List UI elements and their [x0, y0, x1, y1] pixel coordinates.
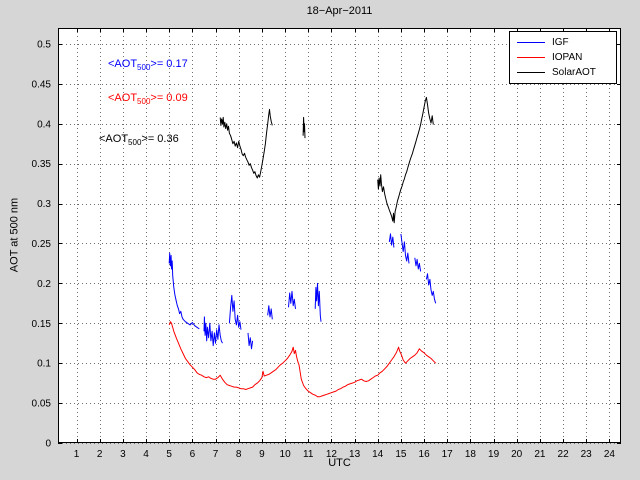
series-iopan-line [168, 321, 437, 398]
y-tick-label: 0.15 [32, 319, 52, 330]
x-tick-label: 11 [303, 449, 314, 460]
series-igf-line [414, 257, 422, 272]
legend-label: IOPAN [552, 52, 583, 63]
series-igf-line [288, 290, 296, 309]
x-tick-label: 17 [442, 449, 454, 460]
x-tick-label: 18 [465, 449, 477, 460]
x-tick-label: 8 [236, 449, 242, 460]
annotation-solaraot-mean: <AOT500>= 0.36 [99, 133, 179, 147]
x-tick-label: 16 [419, 449, 431, 460]
series-igf-line [203, 316, 223, 347]
annotation-text: <AOT [108, 58, 138, 70]
annotation-iopan-mean: <AOT500>= 0.09 [108, 92, 188, 106]
annotation-igf-mean: <AOT500>= 0.17 [108, 58, 188, 72]
y-tick-label: 0.4 [37, 119, 51, 130]
x-tick-label: 6 [190, 449, 196, 460]
chart-title: 18−Apr−2011 [306, 5, 373, 17]
y-tick-label: 0.2 [37, 279, 51, 290]
x-tick-label: 24 [604, 449, 616, 460]
tick-marks [58, 28, 621, 444]
plot-background [58, 28, 621, 443]
x-tick-label: 14 [372, 449, 384, 460]
series-igf-line [400, 233, 410, 264]
legend-label: SolarAOT [552, 67, 596, 78]
axes-box [58, 28, 621, 443]
x-tick-label: 7 [213, 449, 219, 460]
x-tick-label: 19 [488, 449, 500, 460]
legend-label: IGF [552, 37, 569, 48]
legend-entry-igf: IGF [510, 35, 616, 50]
annotation-text: >= 0.17 [150, 58, 188, 70]
annotation-text: >= 0.36 [141, 133, 179, 145]
legend-entry-iopan: IOPAN [510, 50, 616, 65]
x-tick-label: 15 [395, 449, 407, 460]
x-tick-label: 21 [534, 449, 546, 460]
x-tick-label: 2 [97, 449, 103, 460]
x-tick-label: 23 [581, 449, 593, 460]
legend: IGF IOPAN SolarAOT [509, 31, 617, 84]
annotation-subscript: 500 [137, 63, 151, 73]
x-tick-label: 4 [143, 449, 149, 460]
solaraot-line-sample [517, 72, 545, 73]
annotation-subscript: 500 [137, 97, 151, 107]
series-igf-line [314, 282, 322, 322]
series-solaraot-line [302, 116, 306, 139]
x-axis-label: UTC [328, 457, 351, 469]
y-tick-label: 0.35 [32, 159, 52, 170]
annotation-text: <AOT [108, 92, 138, 104]
annotation-text: >= 0.09 [150, 92, 188, 104]
y-tick-label: 0.05 [32, 399, 52, 410]
x-tick-label: 1 [74, 449, 80, 460]
y-tick-label: 0.45 [32, 79, 52, 90]
legend-entry-solaraot: SolarAOT [510, 65, 616, 80]
x-tick-label: 3 [120, 449, 126, 460]
series-solaraot-line [219, 108, 273, 179]
y-tick-label: 0.3 [37, 199, 51, 210]
x-tick-label: 12 [326, 449, 338, 460]
y-tick-label: 0.1 [37, 359, 51, 370]
x-tick-label: 20 [511, 449, 523, 460]
series-igf-line [168, 252, 200, 330]
y-tick-label: 0 [45, 439, 51, 450]
x-tick-label: 22 [558, 449, 570, 460]
igf-line-sample [517, 42, 545, 43]
x-tick-label: 9 [259, 449, 265, 460]
x-tick-label: 10 [280, 449, 292, 460]
series-igf-line [228, 294, 242, 330]
annotation-text: <AOT [99, 133, 129, 145]
annotation-subscript: 500 [128, 138, 142, 148]
iopan-line-sample [517, 57, 545, 58]
series-igf-line [425, 273, 437, 304]
x-tick-label: 5 [166, 449, 172, 460]
y-tick-label: 0.5 [37, 40, 51, 51]
x-tick-label: 13 [349, 449, 361, 460]
series-solaraot-line [377, 96, 434, 224]
series-igf-line [247, 332, 254, 350]
series-igf-line [388, 233, 395, 248]
series-igf-line [267, 305, 273, 320]
y-tick-label: 0.25 [32, 239, 52, 250]
